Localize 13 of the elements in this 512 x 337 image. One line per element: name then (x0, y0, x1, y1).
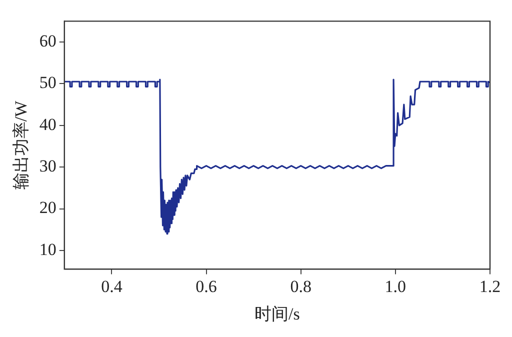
y-tick-label: 10 (39, 240, 56, 259)
x-tick-label: 0.4 (101, 276, 123, 296)
y-tick-label: 60 (39, 32, 56, 51)
y-axis-title: 输出功率/W (12, 100, 31, 190)
x-tick-label: 0.6 (196, 276, 217, 296)
y-tick-label: 20 (39, 198, 56, 218)
x-tick-label: 1.0 (384, 276, 406, 296)
y-tick-label: 30 (39, 156, 56, 176)
x-axis-title: 时间/s (254, 304, 300, 324)
x-tick-label: 1.2 (479, 276, 501, 296)
x-tick-label: 0.8 (290, 276, 312, 296)
y-tick-label: 40 (39, 114, 56, 134)
y-tick-label: 50 (39, 73, 56, 92)
